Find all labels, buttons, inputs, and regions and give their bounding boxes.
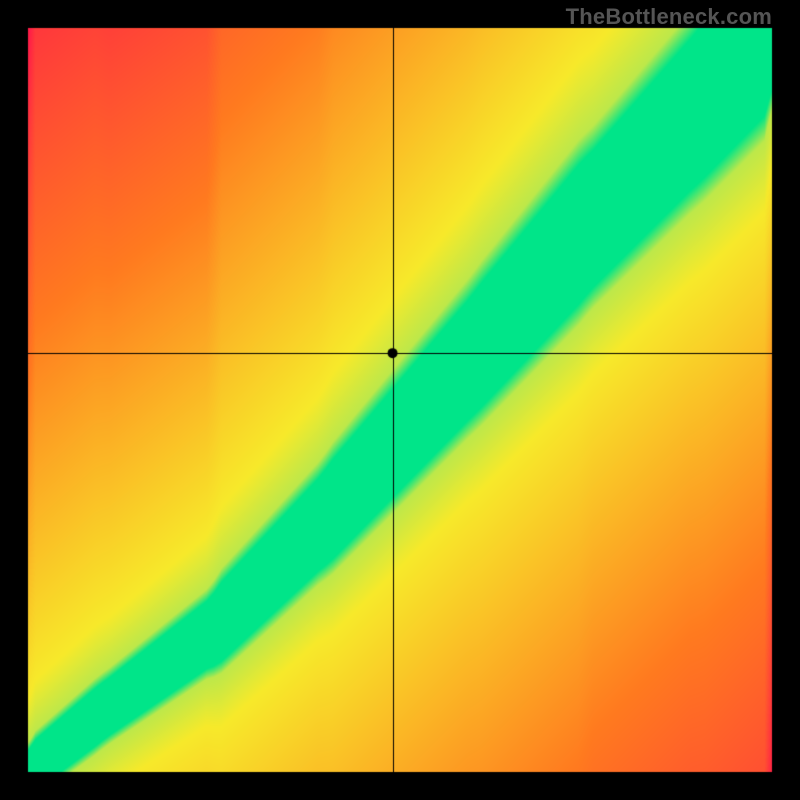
watermark-text: TheBottleneck.com (566, 4, 772, 30)
bottleneck-heatmap (0, 0, 800, 800)
